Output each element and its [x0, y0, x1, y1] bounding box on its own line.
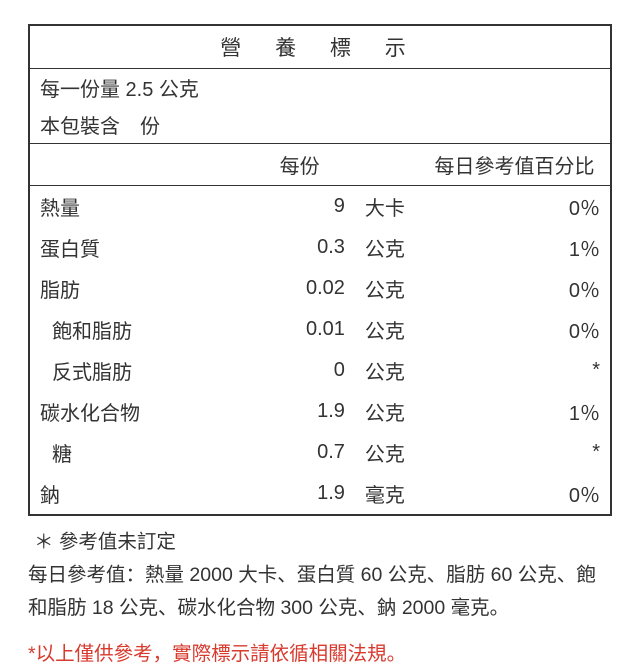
nutrient-name: 蛋白質 — [29, 227, 180, 268]
table-row: 碳水化合物1.9公克1％ — [29, 391, 611, 432]
nutrient-pct: 0％ — [419, 309, 611, 350]
nutrient-value: 0.3 — [180, 227, 355, 268]
nutrient-pct: * — [419, 432, 611, 473]
nutrient-pct: 0％ — [419, 268, 611, 309]
nutrient-value: 1.9 — [180, 473, 355, 515]
nutrient-name: 糖 — [29, 432, 180, 473]
nutrient-unit: 毫克 — [355, 473, 419, 515]
table-row: 脂肪0.02公克0％ — [29, 268, 611, 309]
nutrient-unit: 公克 — [355, 432, 419, 473]
nutrient-value: 0.01 — [180, 309, 355, 350]
nutrient-value: 0 — [180, 350, 355, 391]
nutrient-name: 反式脂肪 — [29, 350, 180, 391]
nutrient-value: 1.9 — [180, 391, 355, 432]
table-row: 反式脂肪0公克* — [29, 350, 611, 391]
table-row: 飽和脂肪0.01公克0％ — [29, 309, 611, 350]
nutrient-value: 0.7 — [180, 432, 355, 473]
footnote-star: ＊ 參考值未訂定 — [28, 526, 612, 559]
nutrient-pct: 1％ — [419, 391, 611, 432]
header-daily-pct: 每日參考值百分比 — [419, 144, 611, 186]
nutrient-unit: 大卡 — [355, 186, 419, 228]
table-row: 糖0.7公克* — [29, 432, 611, 473]
nutrient-pct: 1％ — [419, 227, 611, 268]
nutrient-unit: 公克 — [355, 391, 419, 432]
header-per-serving: 每份 — [180, 144, 419, 186]
nutrient-unit: 公克 — [355, 350, 419, 391]
nutrient-value: 9 — [180, 186, 355, 228]
serving-size: 每一份量 2.5 公克 — [29, 69, 611, 107]
nutrient-value: 0.02 — [180, 268, 355, 309]
footnotes: ＊ 參考值未訂定 每日參考值：熱量 2000 大卡、蛋白質 60 公克、脂肪 6… — [28, 526, 612, 625]
table-row: 鈉1.9毫克0％ — [29, 473, 611, 515]
table-row: 熱量9大卡0％ — [29, 186, 611, 228]
header-blank — [29, 144, 180, 186]
nutrient-unit: 公克 — [355, 309, 419, 350]
package-contains: 本包裝含 份 — [29, 106, 611, 144]
nutrient-pct: * — [419, 350, 611, 391]
nutrient-unit: 公克 — [355, 227, 419, 268]
nutrient-name: 碳水化合物 — [29, 391, 180, 432]
nutrition-table: 營 養 標 示 每一份量 2.5 公克 本包裝含 份 每份 每日參考值百分比 熱… — [28, 24, 612, 516]
disclaimer-text: *以上僅供參考，實際標示請依循相關法規。 — [28, 637, 612, 666]
nutrient-pct: 0％ — [419, 473, 611, 515]
footnote-reference: 每日參考值：熱量 2000 大卡、蛋白質 60 公克、脂肪 60 公克、飽和脂肪… — [28, 559, 612, 625]
nutrient-name: 熱量 — [29, 186, 180, 228]
nutrient-name: 飽和脂肪 — [29, 309, 180, 350]
nutrient-name: 鈉 — [29, 473, 180, 515]
table-row: 蛋白質0.3公克1％ — [29, 227, 611, 268]
nutrient-unit: 公克 — [355, 268, 419, 309]
nutrient-pct: 0％ — [419, 186, 611, 228]
table-title: 營 養 標 示 — [29, 25, 611, 69]
nutrient-name: 脂肪 — [29, 268, 180, 309]
